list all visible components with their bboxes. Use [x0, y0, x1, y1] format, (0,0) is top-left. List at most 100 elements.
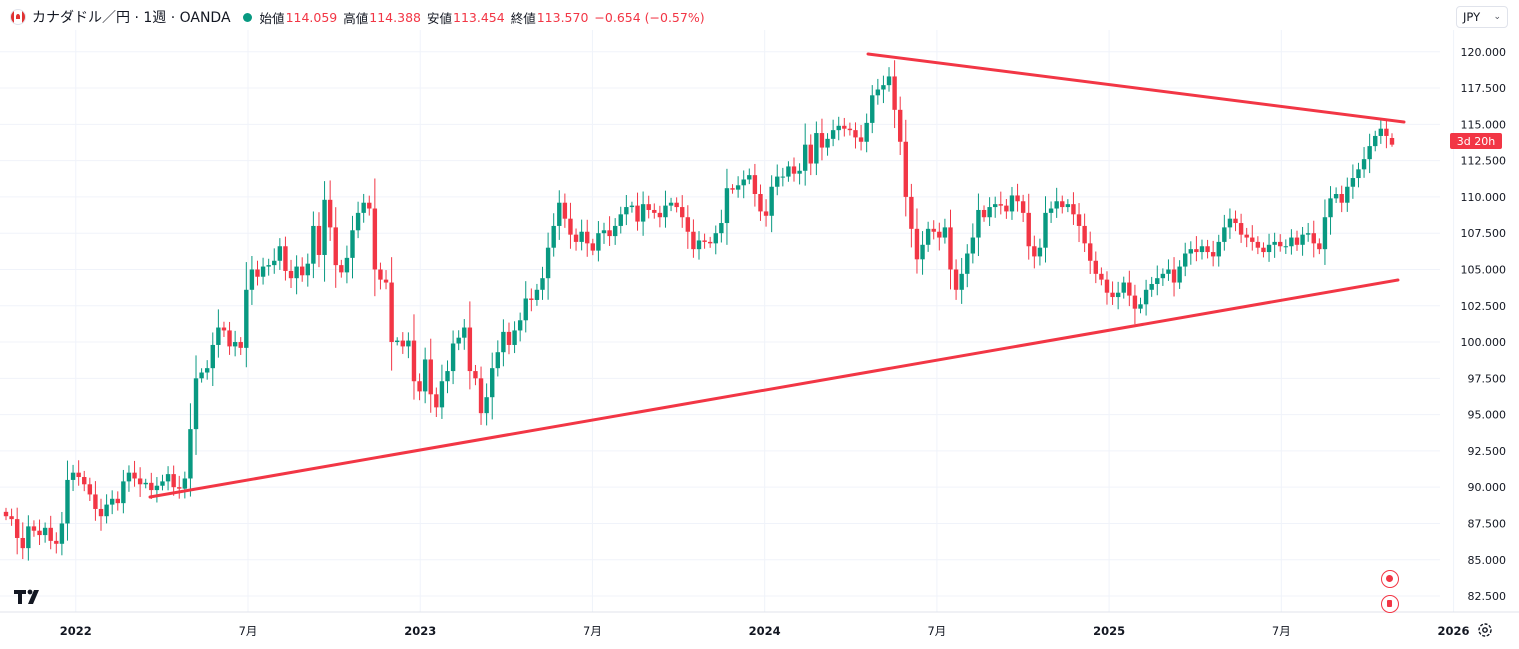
candle-body [216, 327, 221, 345]
candle-body [1099, 273, 1104, 280]
candle-body [272, 260, 277, 266]
candle-body [378, 269, 383, 280]
candle-body [1054, 201, 1059, 209]
tradingview-logo-icon[interactable] [12, 586, 46, 606]
record-icon[interactable] [1381, 570, 1399, 588]
candle-body [702, 240, 707, 242]
price-tick-label: 100.000 [1461, 336, 1507, 349]
candle-body [562, 202, 568, 219]
candle-body [724, 188, 730, 224]
canada-event-icon[interactable] [1381, 595, 1399, 613]
time-tick-label: 2026 [1438, 624, 1470, 638]
candle-body [238, 342, 243, 348]
time-tick-label: 7月 [1272, 624, 1291, 638]
candle-body [545, 247, 551, 279]
candle-body [1188, 249, 1194, 254]
time-tick-label: 2022 [60, 624, 92, 638]
candle-body [266, 265, 271, 267]
candle-body [870, 95, 875, 123]
candle-body [109, 498, 115, 505]
price-tick-label: 117.500 [1461, 82, 1507, 95]
time-tick-label: 7月 [239, 624, 258, 638]
candle-body [260, 266, 266, 277]
settings-gear-icon[interactable] [1476, 621, 1494, 639]
candle-body [87, 484, 93, 495]
last-price-marker: 3d 20h [1450, 133, 1502, 149]
candle-body [372, 208, 378, 270]
candle-body [1389, 137, 1395, 145]
candle-body [506, 331, 512, 345]
candle-body [1082, 225, 1087, 244]
candle-body [953, 269, 959, 290]
time-axis[interactable]: 2022 7月 2023 7月 2024 7月 2025 7月 2026 [60, 624, 1470, 638]
candle-body [428, 359, 433, 395]
candle-body [232, 342, 238, 347]
candle-body [540, 278, 545, 290]
candle-body [411, 340, 417, 382]
price-tick-label: 97.500 [1468, 372, 1507, 385]
candle-body [406, 340, 411, 347]
candle-body [864, 122, 869, 142]
candle-body [646, 204, 651, 210]
symbol-title[interactable]: カナダドル／円 · 1週 · OANDA [32, 10, 231, 26]
price-axis[interactable]: 82.500 85.000 87.500 90.000 92.500 95.000 97.5… [1461, 46, 1507, 603]
price-tick-label: 87.500 [1468, 517, 1507, 530]
candle-body [1322, 217, 1328, 250]
candle-body [1132, 295, 1138, 309]
candle-body [1004, 205, 1009, 212]
candle-body [255, 269, 260, 277]
candle-body [1350, 178, 1356, 187]
candle-body [1020, 201, 1026, 213]
candle-body [579, 231, 584, 242]
candle-body [1278, 241, 1283, 247]
candle-body [998, 204, 1003, 206]
candle-body [763, 211, 769, 216]
change-value: −0.654 (−0.57%) [594, 9, 705, 25]
candle-body [495, 352, 501, 369]
candle-body [842, 125, 847, 129]
candle-body [501, 331, 506, 353]
candle-body [221, 327, 227, 331]
candle-body [1255, 241, 1261, 248]
candle-body [897, 109, 903, 142]
candle-body [311, 225, 316, 264]
candle-body [680, 207, 685, 218]
candle-body [601, 230, 607, 234]
candle-body [819, 133, 825, 148]
candle-body [305, 263, 310, 276]
candle-body [115, 498, 120, 504]
price-tick-label: 85.000 [1468, 554, 1507, 567]
upper-trendline[interactable] [866, 52, 1406, 124]
candle-body [691, 231, 696, 250]
candle-body [9, 516, 14, 520]
low-value: 113.454 [453, 9, 505, 25]
price-tick-label: 112.500 [1461, 155, 1507, 168]
candle-body [596, 233, 601, 251]
candle-body [618, 214, 623, 226]
candle-body [585, 231, 590, 244]
candle-body [193, 378, 199, 430]
currency-selector[interactable]: JPY ⌄ [1456, 6, 1508, 28]
candle-body [707, 241, 713, 244]
candlestick-series [3, 60, 1395, 561]
candle-body [1037, 247, 1043, 257]
candle-body [1043, 212, 1048, 248]
candle-body [981, 209, 987, 218]
candle-body [288, 270, 294, 279]
candle-body [937, 231, 942, 238]
candle-body [1328, 198, 1333, 218]
price-tick-label: 95.000 [1468, 409, 1507, 422]
trendlines[interactable] [148, 52, 1406, 499]
candle-body [182, 478, 188, 489]
candle-body [244, 289, 249, 348]
candle-body [355, 212, 361, 231]
candle-body [674, 202, 679, 208]
candle-body [881, 85, 886, 90]
candle-body [199, 372, 204, 379]
candle-body [931, 228, 936, 232]
candle-body [70, 472, 76, 480]
lower-trendline[interactable] [148, 278, 1400, 499]
candle-body [797, 170, 802, 174]
candle-body [1032, 246, 1037, 257]
